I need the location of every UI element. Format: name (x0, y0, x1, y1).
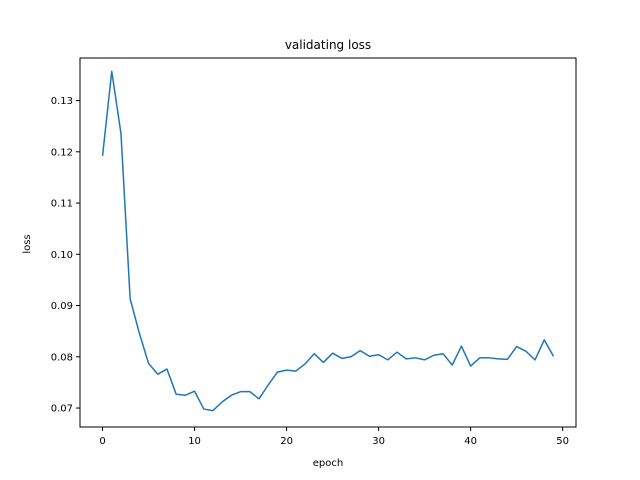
x-tick-label: 10 (188, 436, 201, 447)
y-tick-label: 0.08 (51, 352, 73, 363)
y-tick-label: 0.11 (51, 199, 73, 210)
series-layer (101, 70, 555, 412)
y-tick-label: 0.12 (51, 147, 73, 158)
plot-area (79, 57, 577, 428)
x-tick-label: 20 (280, 436, 293, 447)
y-tick-label: 0.13 (51, 96, 73, 107)
y-axis-label: loss (22, 234, 33, 253)
y-axis: 0.07 0.08 0.09 0.10 0.11 0.12 0.13 (51, 96, 80, 415)
x-tick-label: 30 (372, 436, 385, 447)
x-tick-label: 50 (556, 436, 569, 447)
chart-title: validating loss (285, 38, 371, 52)
x-axis-label: epoch (313, 458, 343, 469)
loss-line (101, 70, 555, 412)
x-axis: 0 10 20 30 40 50 (99, 427, 569, 447)
y-tick-label: 0.07 (51, 404, 73, 415)
y-tick-label: 0.10 (51, 250, 73, 261)
x-tick-label: 40 (464, 436, 477, 447)
y-tick-label: 0.09 (51, 301, 73, 312)
axes-frame (79, 57, 577, 428)
x-tick-label: 0 (99, 436, 105, 447)
